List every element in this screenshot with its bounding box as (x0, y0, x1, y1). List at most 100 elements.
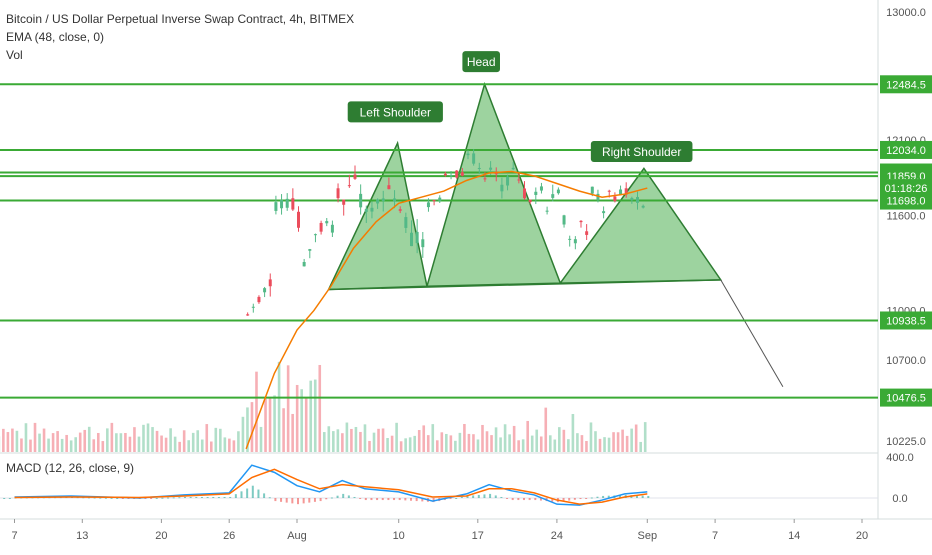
candle-body (506, 177, 509, 186)
x-tick-label: 7 (712, 530, 718, 542)
volume-bar (594, 431, 597, 452)
macd-histogram-bar (116, 498, 118, 499)
macd-histogram-bar (359, 498, 361, 499)
volume-bar (391, 436, 394, 452)
macd-histogram-bar (195, 497, 197, 498)
volume-bar (599, 439, 602, 452)
volume-bar (323, 432, 326, 452)
candle-body (308, 249, 311, 251)
volume-bar (630, 429, 633, 452)
volume-bar (237, 431, 240, 452)
macd-histogram-bar (517, 498, 519, 500)
legend-ema: EMA (48, close, 0) (6, 28, 354, 46)
candle-body (483, 178, 486, 179)
volume-bar (431, 424, 434, 452)
candle-body (325, 221, 328, 223)
volume-bar (65, 435, 68, 452)
x-tick-label: 20 (856, 530, 868, 542)
candle-body (500, 185, 503, 192)
volume-bar (129, 437, 132, 452)
volume-bar (210, 442, 213, 452)
candle-body (348, 185, 351, 186)
macd-histogram-bar (523, 498, 525, 500)
pattern-label: Head (467, 55, 496, 69)
volume-bar (120, 433, 123, 452)
volume-bar (160, 436, 163, 452)
candle-body (580, 221, 583, 222)
candle-body (404, 217, 407, 228)
macd-histogram-bar (190, 497, 192, 498)
candle-body (461, 172, 464, 176)
macd-histogram-bar (404, 498, 406, 500)
volume-bar (309, 381, 312, 452)
volume-bar (291, 414, 294, 452)
candle-body (387, 185, 390, 189)
macd-histogram-bar (410, 498, 412, 501)
volume-bar (314, 380, 317, 452)
volume-bar (282, 408, 285, 452)
volume-bar (255, 372, 258, 452)
volume-bar (481, 425, 484, 452)
x-tick-label: 26 (223, 530, 235, 542)
countdown-label: 01:18:26 (885, 183, 928, 195)
candle-body (546, 211, 549, 212)
volume-bar (368, 441, 371, 452)
volume-bar (106, 428, 109, 452)
macd-histogram-bar (280, 498, 282, 502)
volume-bar (165, 438, 168, 452)
candle-body (393, 198, 396, 201)
candle-body (472, 153, 475, 163)
volume-bar (111, 423, 114, 452)
volume-bar (382, 428, 385, 452)
volume-bar (337, 429, 340, 452)
volume-bar (278, 362, 281, 452)
volume-bar (138, 437, 141, 452)
macd-tick-label: 400.0 (886, 452, 914, 464)
candle-body (540, 186, 543, 190)
pattern-label: Left Shoulder (360, 105, 431, 119)
volume-bar (2, 429, 5, 452)
candle-body (257, 297, 260, 302)
volume-bar (495, 427, 498, 452)
candle-body (291, 198, 294, 209)
volume-bar (25, 423, 28, 452)
volume-bar (513, 426, 516, 452)
volume-bar (192, 433, 195, 452)
volume-bar (269, 398, 272, 452)
volume-bar (305, 397, 308, 452)
macd-histogram-bar (218, 497, 220, 498)
candle-body (568, 239, 571, 240)
macd-histogram-bar (173, 497, 175, 498)
macd-histogram-bar (574, 498, 576, 500)
volume-bar (102, 441, 105, 452)
macd-histogram-bar (354, 497, 356, 498)
candle-body (529, 200, 532, 202)
candle-body (551, 194, 554, 198)
macd-histogram-bar (229, 497, 231, 498)
macd-histogram-bar (455, 498, 457, 499)
volume-bar (20, 438, 23, 452)
volume-bar (328, 426, 331, 452)
volume-bar (364, 424, 367, 452)
volume-bar (422, 425, 425, 452)
x-tick-label: Aug (287, 530, 307, 542)
volume-bar (563, 430, 566, 452)
volume-bar (47, 439, 50, 452)
volume-bar (463, 424, 466, 452)
volume-bar (590, 422, 593, 452)
level-price-label: 10476.5 (886, 393, 926, 405)
volume-bar (29, 440, 32, 452)
macd-histogram-bar (184, 497, 186, 498)
volume-bar (79, 433, 82, 452)
volume-bar (450, 435, 453, 452)
candle-body (416, 232, 419, 243)
candle-body (489, 168, 492, 170)
macd-histogram-bar (342, 494, 344, 498)
macd-histogram-bar (9, 498, 11, 499)
candle-body (365, 209, 368, 212)
macd-histogram-bar (591, 497, 593, 498)
candle-body (534, 192, 537, 195)
candle-body (376, 199, 379, 203)
